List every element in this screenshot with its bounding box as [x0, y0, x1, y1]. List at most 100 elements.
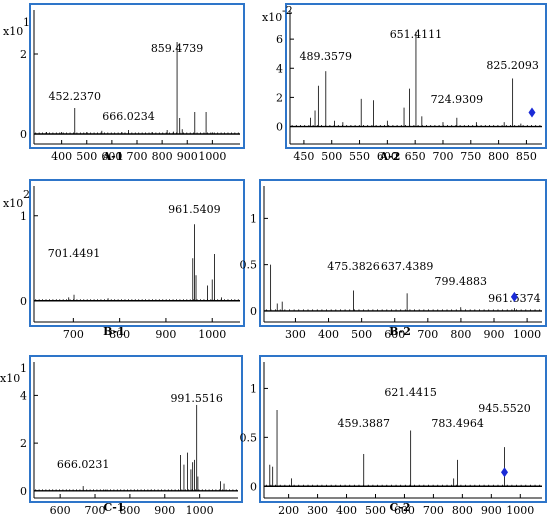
peak-label: 701.4491: [48, 247, 101, 260]
panel-frame: [29, 179, 245, 327]
peak-label: 621.4415: [384, 386, 437, 399]
peak-label: 452.2370: [49, 90, 102, 103]
peak-label: 945.5520: [478, 402, 531, 415]
y-tick-label: 2: [20, 437, 27, 450]
y-tick-label: 0: [276, 121, 283, 134]
x-tick-label: 550: [349, 150, 370, 163]
x-tick-label: 1000: [506, 504, 534, 517]
panel-frame: [259, 179, 547, 327]
y-tick-label: 4: [20, 389, 27, 402]
panel-b-2: 300 400 500 600 700 800 900 1000 0 0.5 1 475.3826 63…: [240, 179, 547, 341]
x-tick-label: 300: [307, 504, 328, 517]
x-tick-label: 1000: [198, 328, 226, 341]
x-tick-label: 500: [321, 150, 342, 163]
panel-id: C-2: [390, 501, 411, 514]
y-tick-label: 2: [276, 91, 283, 104]
panel-id: A-2: [379, 150, 401, 163]
x-tick-label: 900: [177, 150, 198, 163]
y-tick-label: 2: [20, 48, 27, 61]
x-tick-label: 600: [384, 328, 405, 341]
peak-label: 666.0231: [57, 458, 110, 471]
x-tick-label: 700: [417, 328, 438, 341]
x-tick-label: 600: [101, 150, 122, 163]
precursor-marker-icon: [510, 291, 518, 302]
peak-label: 666.0234: [102, 110, 155, 123]
x-tick-label: 800: [152, 150, 173, 163]
peak-label: 459.3887: [337, 417, 390, 430]
x-tick-label: 700: [63, 328, 84, 341]
x-tick-label: 700: [127, 150, 148, 163]
precursor-marker-icon: [528, 107, 536, 118]
x-tick-label: 800: [109, 328, 130, 341]
peak-label: 475.3826: [327, 260, 380, 273]
y-scale-label: x10: [3, 197, 23, 210]
peak-label: 859.4739: [151, 42, 204, 55]
y-tick-label: 1: [250, 382, 257, 395]
y-scale-label: x10: [3, 25, 23, 38]
y-tick-label: 0.5: [240, 431, 258, 444]
x-tick-label: 450: [293, 150, 314, 163]
panel-c-2: 200 300 400 500 600 700 800 900 1000 0 0.5 1 459.388…: [240, 355, 547, 517]
peak-label: 799.4883: [434, 275, 487, 288]
x-tick-label: 800: [119, 504, 140, 517]
precursor-marker-icon: [501, 467, 509, 478]
x-tick-label: 500: [365, 504, 386, 517]
x-tick-label: 900: [484, 328, 505, 341]
panel-frame: [285, 3, 547, 149]
y-tick-label: 6: [276, 33, 283, 46]
x-tick-label: 600: [377, 150, 398, 163]
peak-label: 651.4111: [390, 28, 443, 41]
x-tick-label: 500: [351, 328, 372, 341]
x-tick-label: 500: [76, 150, 97, 163]
x-tick-label: 700: [432, 150, 453, 163]
y-scale-label: x10: [0, 372, 20, 385]
x-tick-label: 600: [50, 504, 71, 517]
x-tick-label: 850: [516, 150, 537, 163]
x-tick-label: 600: [394, 504, 415, 517]
y-tick-label: 0: [250, 480, 257, 493]
x-tick-label: 200: [278, 504, 299, 517]
y-tick-label: 0: [20, 128, 27, 141]
y-tick-label: 4: [276, 62, 283, 75]
panel-id: A-1: [102, 150, 124, 163]
x-tick-label: 800: [488, 150, 509, 163]
peak-label: 724.9309: [431, 93, 484, 106]
x-tick-label: 400: [336, 504, 357, 517]
y-tick-label: 0: [20, 295, 27, 308]
x-tick-label: 1000: [198, 150, 226, 163]
x-tick-label: 900: [154, 504, 175, 517]
x-tick-label: 300: [285, 328, 306, 341]
panel-id: B-1: [103, 325, 125, 338]
y-scale-exponent: 1: [23, 16, 30, 29]
panel-a-2: 450 500 550 600 650 700 750 800 850 0 2 4 6 489.3579 6…: [262, 3, 547, 163]
panel-frame: [29, 3, 245, 149]
peak-label: 637.4389: [381, 260, 434, 273]
x-tick-label: 900: [155, 328, 176, 341]
y-tick-label: 0.5: [240, 259, 258, 272]
x-tick-label: 800: [450, 328, 471, 341]
x-tick-label: 650: [405, 150, 426, 163]
x-tick-label: 400: [318, 328, 339, 341]
panel-id: B-2: [389, 325, 411, 338]
peak-label: 783.4964: [431, 417, 484, 430]
peak-label: 489.3579: [300, 50, 353, 63]
y-scale-label: x10: [262, 11, 282, 24]
x-tick-label: 1000: [513, 328, 541, 341]
x-tick-label: 700: [85, 504, 106, 517]
x-tick-label: 800: [452, 504, 473, 517]
panel-a-1: 400 500 600 700 800 900 1000 0 2 452.2370666.0234…: [3, 3, 245, 163]
x-tick-label: 400: [51, 150, 72, 163]
x-tick-label: 1000: [186, 504, 214, 517]
panel-id: C-1: [104, 501, 125, 514]
x-tick-label: 700: [423, 504, 444, 517]
y-tick-label: 0: [20, 485, 27, 498]
y-tick-label: 1: [20, 210, 27, 223]
panel-frame: [29, 355, 243, 503]
x-tick-label: 900: [481, 504, 502, 517]
y-tick-label: 1: [250, 212, 257, 225]
peak-label: 961.5409: [168, 203, 221, 216]
y-scale-exponent: -2: [282, 4, 293, 17]
